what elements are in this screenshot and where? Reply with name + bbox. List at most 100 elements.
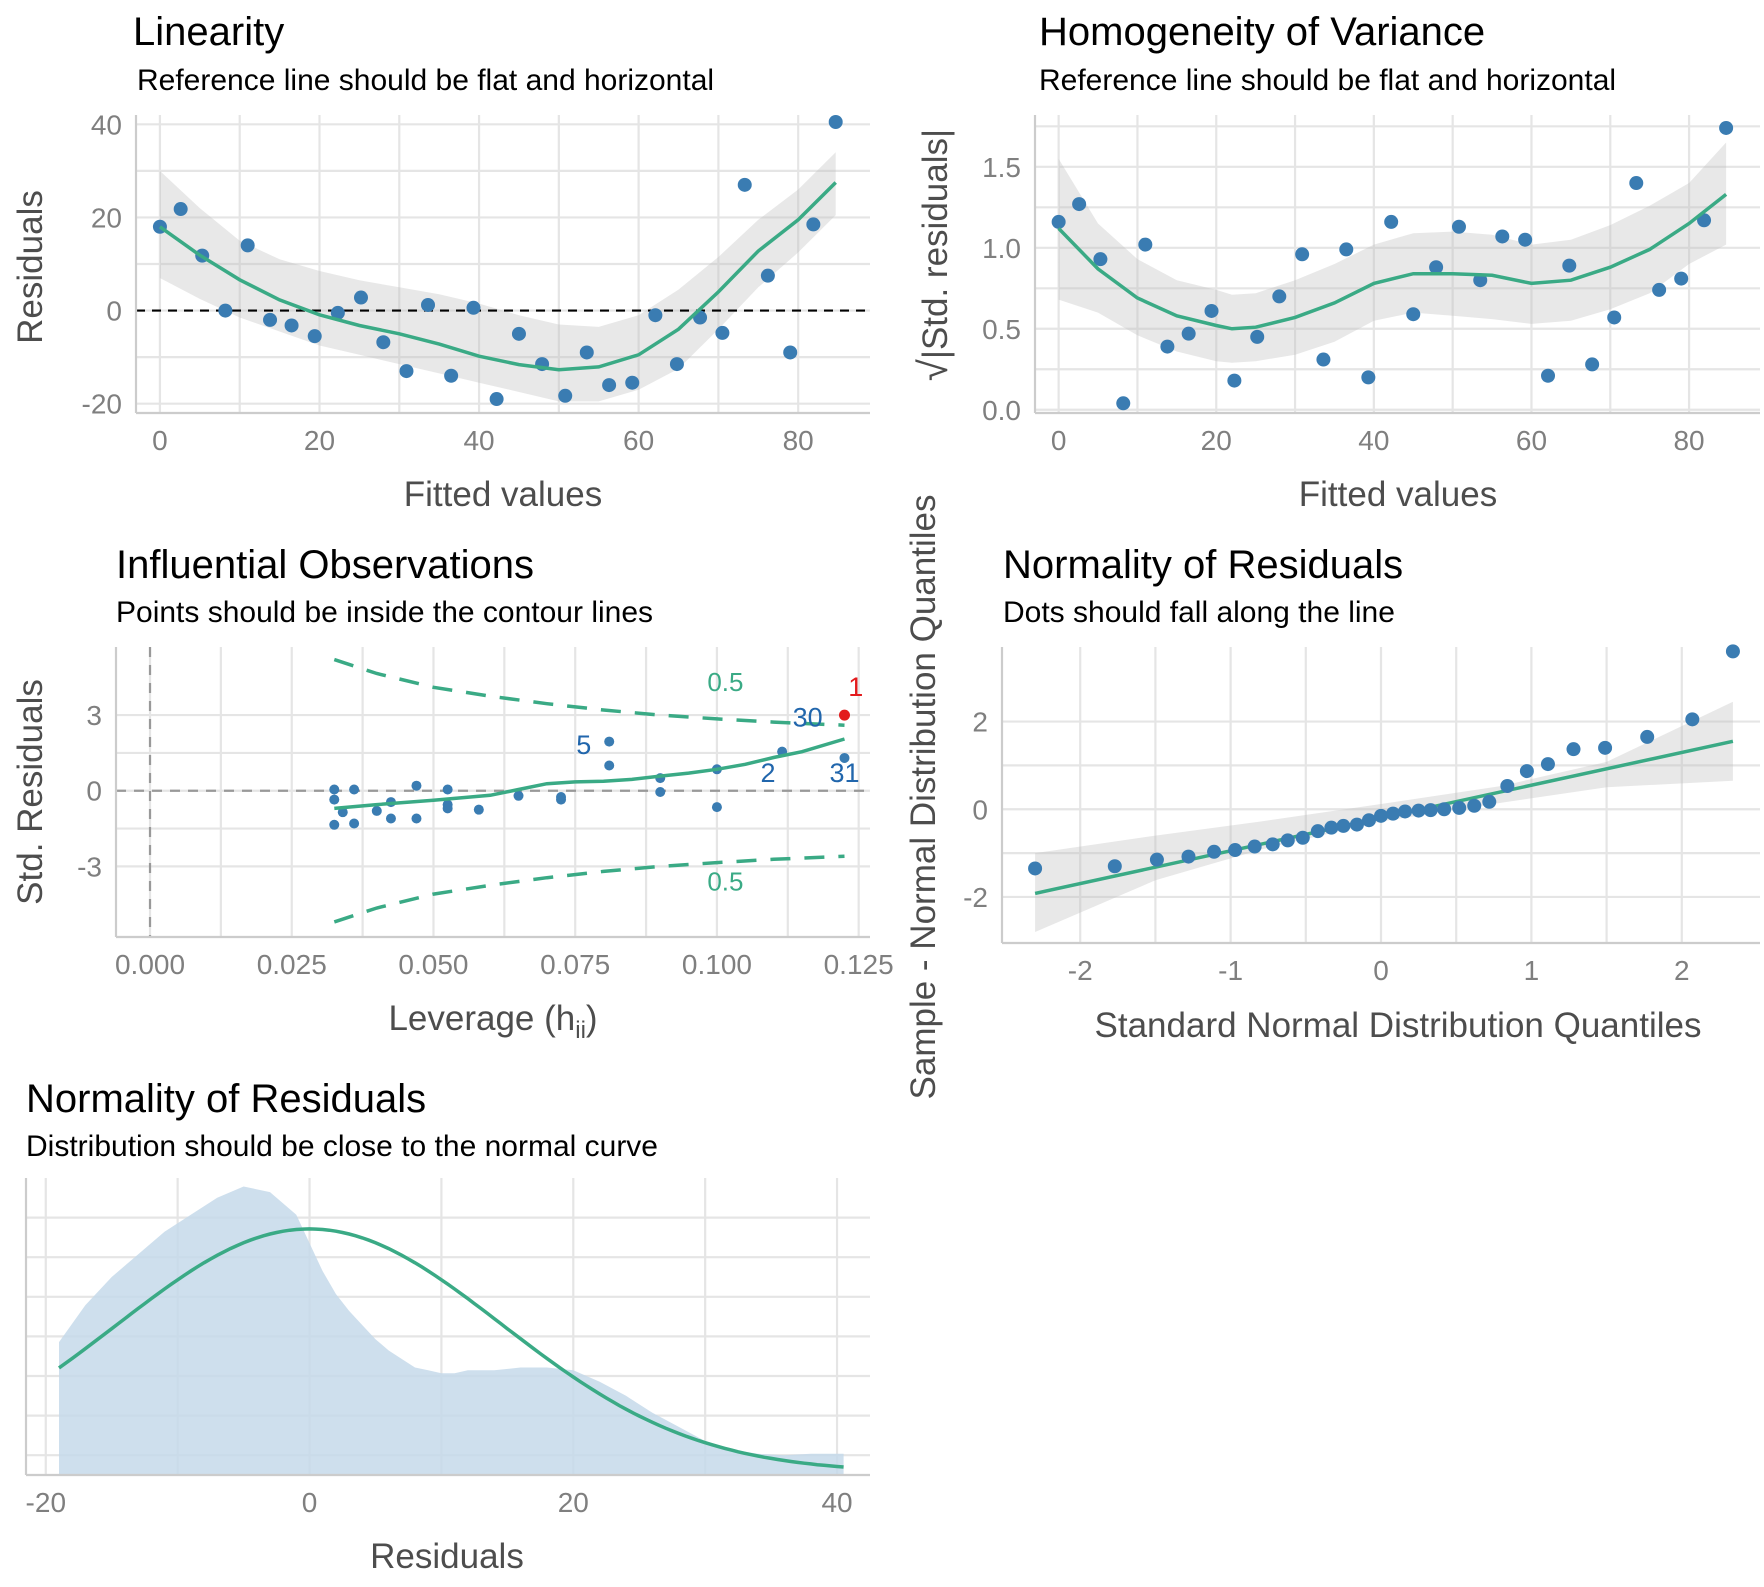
data-point xyxy=(1160,339,1175,354)
data-point xyxy=(1652,282,1667,297)
data-point xyxy=(442,784,453,795)
data-point xyxy=(1316,352,1331,367)
data-point xyxy=(1384,214,1399,229)
qq-points xyxy=(1028,644,1740,876)
data-point xyxy=(760,268,775,283)
data-point xyxy=(1207,844,1222,859)
data-point xyxy=(1540,757,1555,772)
data-point xyxy=(240,238,255,253)
x-tick-label: 0 xyxy=(1051,425,1067,456)
linearity-x-axis-title: Fitted values xyxy=(404,475,602,514)
data-point xyxy=(385,813,396,824)
x-tick-label: 0.125 xyxy=(824,949,894,980)
data-point xyxy=(1598,740,1613,755)
data-point xyxy=(442,803,453,814)
data-point xyxy=(1640,729,1655,744)
data-point xyxy=(711,802,722,813)
data-point xyxy=(329,794,340,805)
linearity-y-axis-title: Residuals xyxy=(11,190,50,344)
qq-panel: Normality of Residuals Dots should fall … xyxy=(904,495,1760,1099)
influential-x-axis-title: Leverage (hii) xyxy=(388,999,597,1044)
data-point xyxy=(1181,326,1196,341)
data-point xyxy=(1247,839,1262,854)
data-point xyxy=(602,378,617,393)
data-point xyxy=(1566,742,1581,757)
x-tick-label: 0.050 xyxy=(398,949,468,980)
point-label: 5 xyxy=(576,730,591,760)
confidence-band xyxy=(1058,142,1727,363)
svg-text:√|Std. residuals|: √|Std. residuals| xyxy=(912,129,956,381)
linearity-title: Linearity xyxy=(133,10,284,54)
x-tick-label: 1 xyxy=(1524,955,1540,986)
influential-grid xyxy=(116,647,870,937)
sqrt-symbol: √ xyxy=(912,359,956,381)
density-x-axis-title: Residuals xyxy=(370,1537,524,1576)
qq-subtitle: Dots should fall along the line xyxy=(1003,596,1395,629)
data-point xyxy=(1349,817,1364,832)
data-point xyxy=(421,297,436,312)
leverage-subscript: ii xyxy=(575,1017,586,1044)
data-point xyxy=(307,329,322,344)
qq-title: Normality of Residuals xyxy=(1003,543,1403,587)
data-point xyxy=(648,308,663,323)
data-point xyxy=(1280,833,1295,848)
data-point xyxy=(655,787,666,797)
influential-subtitle: Points should be inside the contour line… xyxy=(116,596,653,629)
homogeneity-grid xyxy=(1035,115,1760,413)
data-point xyxy=(1451,219,1466,234)
influential-point-labels: 1 30 5 2 31 xyxy=(576,672,863,788)
data-point xyxy=(1500,779,1515,794)
y-tick-label: 40 xyxy=(91,109,122,140)
loess-fit-line xyxy=(158,181,837,372)
homogeneity-panel: Homogeneity of Variance Reference line s… xyxy=(912,10,1760,514)
data-point xyxy=(806,217,821,232)
x-tick-label: 0.075 xyxy=(540,949,610,980)
data-point xyxy=(353,290,368,305)
influential-reference-lines xyxy=(116,647,870,937)
point-label: 1 xyxy=(848,672,863,702)
qq-x-axis-title: Standard Normal Distribution Quantiles xyxy=(1095,1006,1702,1045)
cooks-contour-lower xyxy=(333,854,845,924)
linearity-confidence-band xyxy=(159,152,836,402)
data-point xyxy=(1227,373,1242,388)
residual-density-area xyxy=(59,1186,844,1475)
data-point xyxy=(1519,764,1534,779)
point-label: 2 xyxy=(760,758,775,788)
data-point xyxy=(1629,176,1644,191)
influential-axes: 0.000 0.025 0.050 0.075 0.100 0.125 -3 0 3 xyxy=(77,647,894,980)
data-point xyxy=(1406,307,1421,322)
data-point xyxy=(1310,824,1325,839)
linearity-axes: 0 20 40 60 80 -20 0 20 40 xyxy=(82,109,870,456)
point-label: 30 xyxy=(793,702,823,732)
data-point xyxy=(1452,800,1467,815)
data-point xyxy=(1149,852,1164,867)
data-point xyxy=(330,305,345,320)
data-point xyxy=(1204,303,1219,318)
influential-contour-lines: 0.5 0.5 xyxy=(333,657,845,924)
x-tick-label: 60 xyxy=(1516,425,1547,456)
data-point xyxy=(1093,252,1108,267)
y-tick-label: -3 xyxy=(77,851,102,882)
qq-axes: -2 -1 0 1 2 -2 0 2 xyxy=(963,647,1760,986)
y-tick-label: 1.5 xyxy=(982,152,1021,183)
y-tick-label: 0.5 xyxy=(982,314,1021,345)
data-point xyxy=(1028,861,1043,876)
homogeneity-title: Homogeneity of Variance xyxy=(1039,10,1485,54)
normal-curve-line xyxy=(57,1227,844,1469)
data-point xyxy=(1423,803,1438,818)
data-point xyxy=(511,326,526,341)
data-point xyxy=(329,784,340,795)
data-point xyxy=(473,804,484,815)
homogeneity-axes: 0 20 40 60 80 0.0 0.5 1.0 1.5 xyxy=(982,115,1760,456)
y-tick-label: 2 xyxy=(972,707,988,738)
data-point xyxy=(173,202,188,217)
homogeneity-subtitle: Reference line should be flat and horizo… xyxy=(1039,64,1616,97)
x-tick-label: 20 xyxy=(304,425,335,456)
data-point xyxy=(1429,260,1444,275)
data-point xyxy=(604,736,615,747)
data-point xyxy=(444,368,459,383)
linearity-subtitle: Reference line should be flat and horizo… xyxy=(137,64,714,97)
data-point xyxy=(1107,859,1122,874)
data-point xyxy=(1398,804,1413,819)
